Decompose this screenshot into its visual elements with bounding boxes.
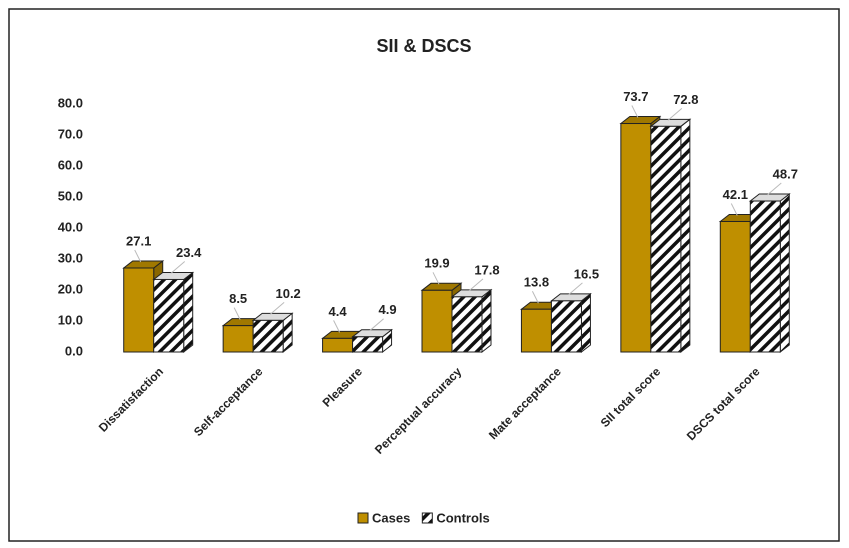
bar-front — [550, 300, 582, 353]
leader-line — [134, 249, 142, 263]
y-tick-label: 30.0 — [58, 250, 83, 265]
value-label: 8.5 — [229, 291, 247, 306]
bar — [351, 328, 394, 354]
value-label: 13.8 — [524, 275, 549, 290]
bar-front — [650, 125, 682, 353]
legend-label: Cases — [372, 510, 410, 525]
y-tick-label: 10.0 — [58, 312, 83, 327]
leader-line — [667, 107, 683, 121]
y-tick-label: 0.0 — [65, 343, 83, 358]
y-tick-label: 70.0 — [58, 126, 83, 141]
bar-side — [680, 118, 691, 354]
y-tick-label: 60.0 — [58, 157, 83, 172]
legend-swatch — [357, 512, 369, 524]
value-label: 4.9 — [379, 302, 397, 317]
value-label: 19.9 — [424, 256, 449, 271]
leader-line — [531, 290, 539, 304]
bar-side — [580, 292, 591, 354]
bar-front — [620, 123, 652, 353]
bar — [649, 118, 692, 354]
bar — [251, 312, 294, 354]
leader-line — [766, 182, 782, 196]
y-tick-label: 40.0 — [58, 219, 83, 234]
bar-front — [421, 289, 453, 353]
leader-line — [233, 307, 241, 320]
chart-title: SII & DSCS — [376, 36, 471, 56]
leader-line — [568, 282, 583, 296]
leader-line — [333, 320, 341, 333]
bar-side — [183, 271, 194, 354]
y-tick-label: 50.0 — [58, 188, 83, 203]
value-label: 17.8 — [474, 262, 499, 277]
leader-line — [170, 261, 186, 274]
leader-line — [432, 272, 440, 285]
value-label: 73.7 — [623, 89, 648, 104]
bar-front — [252, 319, 284, 353]
value-label: 10.2 — [275, 286, 300, 301]
leader-line — [730, 203, 738, 216]
value-label: 42.1 — [723, 187, 748, 202]
value-label: 16.5 — [574, 266, 599, 281]
legend-swatch — [421, 512, 433, 524]
leader-line — [369, 318, 384, 332]
leader-line — [269, 302, 285, 315]
bar-front — [123, 267, 155, 353]
bar-front — [352, 336, 384, 353]
bar-front — [451, 296, 483, 353]
bar — [450, 288, 493, 354]
bar-front — [520, 308, 552, 353]
bar-side — [779, 193, 790, 354]
bar — [152, 271, 195, 354]
value-label: 4.4 — [329, 304, 348, 319]
value-label: 48.7 — [773, 166, 798, 181]
bar — [549, 292, 592, 354]
bar-side — [481, 288, 492, 354]
value-label: 72.8 — [673, 92, 698, 107]
bar-front — [222, 325, 254, 353]
bar-front — [153, 278, 185, 353]
bar — [748, 193, 791, 354]
y-tick-label: 20.0 — [58, 281, 83, 296]
legend-label: Controls — [436, 510, 489, 525]
leader-line — [631, 105, 639, 118]
bar-front — [749, 200, 781, 353]
bar-front — [719, 220, 751, 353]
y-tick-label: 80.0 — [58, 95, 83, 110]
value-label: 27.1 — [126, 233, 151, 248]
value-label: 23.4 — [176, 245, 202, 260]
leader-line — [468, 278, 484, 292]
bar-front — [322, 337, 354, 353]
